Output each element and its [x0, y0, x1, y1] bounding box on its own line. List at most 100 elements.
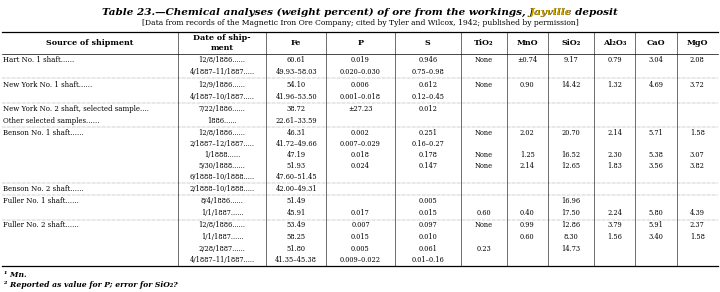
Text: MnO: MnO — [516, 39, 538, 47]
Text: 4.39: 4.39 — [690, 209, 705, 218]
Text: 0.001–0.018: 0.001–0.018 — [340, 93, 381, 101]
Text: 5/30/1888......: 5/30/1888...... — [199, 162, 246, 170]
Text: 0.40: 0.40 — [520, 209, 535, 218]
Text: 12.86: 12.86 — [562, 221, 580, 230]
Text: 0.017: 0.017 — [351, 209, 370, 218]
Text: New York No. 1 shaft......: New York No. 1 shaft...... — [3, 81, 92, 88]
Text: 47.60–51.45: 47.60–51.45 — [275, 173, 317, 181]
Text: None: None — [474, 151, 492, 159]
Text: 2.30: 2.30 — [607, 151, 622, 159]
Text: Fuller No. 1 shaft......: Fuller No. 1 shaft...... — [3, 197, 79, 205]
Text: 1/1/1887......: 1/1/1887...... — [201, 209, 243, 218]
Text: 0.015: 0.015 — [418, 209, 437, 218]
Text: S: S — [425, 39, 431, 47]
Text: 4/1887–11/1887.....: 4/1887–11/1887..... — [189, 68, 255, 77]
Text: 3.56: 3.56 — [649, 162, 663, 170]
Text: 1/1/1887......: 1/1/1887...... — [201, 233, 243, 241]
Text: Hart No. 1 shaft......: Hart No. 1 shaft...... — [3, 56, 74, 64]
Text: P: P — [357, 39, 364, 47]
Text: 2.37: 2.37 — [690, 221, 705, 230]
Text: Source of shipment: Source of shipment — [46, 39, 134, 47]
Text: 0.061: 0.061 — [418, 245, 437, 253]
Text: 0.01–0.16: 0.01–0.16 — [411, 256, 444, 264]
Text: 53.49: 53.49 — [287, 221, 306, 230]
Text: 0.020–0.030: 0.020–0.030 — [340, 68, 381, 77]
Text: 45.91: 45.91 — [287, 209, 306, 218]
Text: 0.007–0.029: 0.007–0.029 — [340, 140, 381, 148]
Text: 0.002: 0.002 — [351, 129, 370, 137]
Text: 0.90: 0.90 — [520, 81, 535, 88]
Text: 0.23: 0.23 — [477, 245, 491, 253]
Text: 0.019: 0.019 — [351, 56, 370, 64]
Text: TiO₂: TiO₂ — [474, 39, 493, 47]
Text: 3.79: 3.79 — [607, 221, 622, 230]
Text: 2/1888–10/1888.....: 2/1888–10/1888..... — [189, 185, 255, 193]
Text: 2.08: 2.08 — [690, 56, 705, 64]
Text: 42.00–49.31: 42.00–49.31 — [275, 185, 317, 193]
Text: 1.58: 1.58 — [690, 233, 705, 241]
Text: 47.19: 47.19 — [287, 151, 306, 159]
Text: 41.96–53.50: 41.96–53.50 — [275, 93, 317, 101]
Text: 51.93: 51.93 — [287, 162, 306, 170]
Text: 41.35–45.38: 41.35–45.38 — [275, 256, 317, 264]
Text: Fuller No. 2 shaft......: Fuller No. 2 shaft...... — [3, 221, 79, 230]
Text: 58.25: 58.25 — [287, 233, 306, 241]
Text: Other selected samples......: Other selected samples...... — [3, 117, 99, 125]
Text: 49.93–58.03: 49.93–58.03 — [275, 68, 317, 77]
Text: 9.17: 9.17 — [564, 56, 578, 64]
Text: 20.70: 20.70 — [562, 129, 580, 137]
Text: ±0.74: ±0.74 — [517, 56, 537, 64]
Text: 0.60: 0.60 — [520, 233, 535, 241]
Text: Jayville: Jayville — [529, 8, 572, 17]
Text: 0.005: 0.005 — [351, 245, 370, 253]
Text: Table 23.—Chemical analyses (weight percent) of ore from the workings,: Table 23.—Chemical analyses (weight perc… — [0, 291, 1, 292]
Text: 54.10: 54.10 — [287, 81, 306, 88]
Text: None: None — [474, 81, 492, 88]
Text: 0.015: 0.015 — [351, 233, 370, 241]
Text: 0.12–0.45: 0.12–0.45 — [411, 93, 444, 101]
Text: 1/1888......: 1/1888...... — [204, 151, 240, 159]
Text: 1.83: 1.83 — [607, 162, 622, 170]
Text: SiO₂: SiO₂ — [561, 39, 580, 47]
Text: 1.25: 1.25 — [520, 151, 535, 159]
Text: 2.02: 2.02 — [520, 129, 535, 137]
Text: 14.42: 14.42 — [561, 81, 580, 88]
Text: 2.24: 2.24 — [607, 209, 622, 218]
Text: 0.009–0.022: 0.009–0.022 — [340, 256, 381, 264]
Text: 5.80: 5.80 — [649, 209, 663, 218]
Text: 0.018: 0.018 — [351, 151, 370, 159]
Text: 5.91: 5.91 — [649, 221, 663, 230]
Text: 12/8/1886......: 12/8/1886...... — [199, 129, 246, 137]
Text: 7/22/1886......: 7/22/1886...... — [199, 105, 246, 113]
Text: Benson No. 1 shaft......: Benson No. 1 shaft...... — [3, 129, 84, 137]
Text: 0.005: 0.005 — [418, 197, 437, 205]
Text: 0.007: 0.007 — [351, 221, 370, 230]
Text: 38.72: 38.72 — [287, 105, 306, 113]
Text: 0.612: 0.612 — [418, 81, 437, 88]
Text: 0.99: 0.99 — [520, 221, 535, 230]
Text: MgO: MgO — [687, 39, 708, 47]
Text: Fe: Fe — [291, 39, 302, 47]
Text: 0.024: 0.024 — [351, 162, 370, 170]
Text: 14.73: 14.73 — [562, 245, 580, 253]
Text: 12/8/1886......: 12/8/1886...... — [199, 56, 246, 64]
Text: 17.50: 17.50 — [562, 209, 580, 218]
Text: 8.30: 8.30 — [564, 233, 578, 241]
Text: 60.61: 60.61 — [287, 56, 306, 64]
Text: 2.14: 2.14 — [607, 129, 622, 137]
Text: 16.52: 16.52 — [562, 151, 580, 159]
Text: 0.251: 0.251 — [418, 129, 437, 137]
Text: 0.79: 0.79 — [607, 56, 622, 64]
Text: 51.49: 51.49 — [287, 197, 306, 205]
Text: 4/1887–11/1887.....: 4/1887–11/1887..... — [189, 256, 255, 264]
Text: 0.75–0.98: 0.75–0.98 — [411, 68, 444, 77]
Text: None: None — [474, 221, 492, 230]
Text: 0.946: 0.946 — [418, 56, 437, 64]
Text: 0.097: 0.097 — [418, 221, 437, 230]
Text: 2.14: 2.14 — [520, 162, 535, 170]
Text: 0.16–0.27: 0.16–0.27 — [411, 140, 444, 148]
Text: Benson No. 2 shaft......: Benson No. 2 shaft...... — [3, 185, 84, 193]
Text: 3.04: 3.04 — [649, 56, 663, 64]
Text: ±27.23: ±27.23 — [348, 105, 373, 113]
Text: 5.71: 5.71 — [649, 129, 663, 137]
